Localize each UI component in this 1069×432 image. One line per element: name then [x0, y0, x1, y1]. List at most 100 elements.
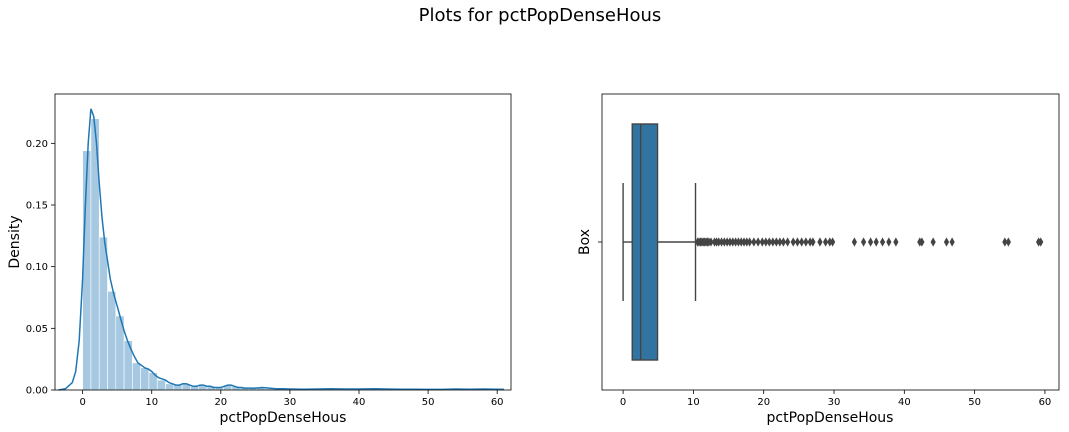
outlier-point [886, 237, 892, 247]
boxplot-y-axis-label: Box [577, 229, 593, 255]
outlier-point [744, 237, 750, 247]
outlier-point [741, 237, 747, 247]
histogram-x-tick: 10 [145, 390, 158, 408]
histogram-y-tick: 0.20 [26, 139, 55, 150]
histogram-y-tick: 0.05 [26, 324, 55, 335]
boxplot-x-tick: 0 [620, 390, 626, 408]
outlier-point [827, 237, 833, 247]
kde-line [58, 108, 505, 391]
outlier-point [799, 237, 805, 247]
boxplot-outliers [695, 237, 1044, 247]
outlier-point [738, 237, 744, 247]
outlier-point [747, 237, 753, 247]
outlier-point [718, 237, 725, 247]
boxplot-x-tick-label: 10 [687, 397, 700, 408]
histogram-y-axis-label: Density [7, 215, 23, 268]
boxplot-x-tick-label: 30 [828, 397, 841, 408]
outlier-point [780, 237, 786, 247]
outlier-point [803, 237, 809, 247]
boxplot-x-tick: 10 [687, 390, 700, 408]
histogram-bar [98, 236, 108, 391]
outlier-point [873, 237, 879, 247]
histogram-x-tick: 40 [353, 390, 366, 408]
histogram-x-tick: 50 [422, 390, 435, 408]
outlier-point [822, 237, 829, 247]
outlier-point [830, 237, 836, 247]
histogram-y-tick-label: 0.20 [26, 139, 48, 150]
outlier-point [879, 237, 886, 247]
histogram-bar [140, 367, 150, 391]
outlier-point [708, 237, 714, 247]
outlier-point [785, 237, 791, 247]
histogram-x-tick-label: 50 [422, 397, 435, 408]
boxplot-panel: 0 10 20 30 40 50 60 pctPopDenseHous Box [577, 93, 1060, 426]
histogram-x-tick: 60 [491, 390, 504, 408]
histogram-y-ticks: 0.00 0.05 0.10 0.15 0.20 [26, 139, 55, 397]
histogram-x-tick-label: 20 [214, 397, 227, 408]
outlier-point [943, 237, 950, 247]
histogram-x-tick-label: 60 [491, 397, 504, 408]
histogram-x-axis-label: pctPopDenseHous [220, 410, 347, 426]
boxplot-x-axis-label: pctPopDenseHous [767, 410, 894, 426]
outlier-point [759, 237, 765, 247]
outlier-point [817, 237, 823, 247]
histogram-x-ticks: 0 10 20 30 40 50 60 [79, 390, 504, 408]
outlier-point [930, 237, 936, 247]
histogram-y-tick-label: 0.05 [26, 324, 48, 335]
histogram-x-tick: 30 [284, 390, 297, 408]
outlier-point [893, 237, 899, 247]
histogram-y-tick-label: 0.15 [26, 201, 48, 212]
outlier-point [766, 237, 772, 247]
boxplot-x-tick: 20 [757, 390, 770, 408]
outlier-point [727, 237, 733, 247]
boxplot-elements [622, 123, 697, 361]
outlier-point [1005, 237, 1011, 247]
boxplot-x-ticks: 0 10 20 30 40 50 60 [620, 390, 1051, 408]
histogram-panel: 0 10 20 30 40 50 60 0.00 0.05 0.10 0.15 0.20 pctPo… [7, 93, 512, 426]
outlier-point [724, 237, 730, 247]
boxplot-x-tick-label: 20 [757, 397, 770, 408]
outlier-point [773, 237, 779, 247]
histogram-bar [156, 379, 166, 391]
outlier-point [751, 237, 757, 247]
boxplot-x-tick: 60 [1039, 390, 1051, 408]
outlier-point [851, 237, 858, 247]
histogram-axes-frame [54, 93, 512, 391]
outlier-point [794, 237, 801, 247]
histogram-bar [132, 362, 141, 391]
histogram-x-tick-label: 10 [145, 397, 158, 408]
histogram-y-tick-label: 0.00 [26, 386, 48, 397]
outlier-point [755, 237, 761, 247]
outlier-point [1038, 237, 1044, 247]
histogram-x-tick-label: 40 [353, 397, 366, 408]
outlier-point [777, 237, 783, 247]
boxplot-x-tick-label: 0 [620, 397, 626, 408]
outlier-point [770, 237, 776, 247]
outlier-point [949, 237, 955, 247]
histogram-y-tick: 0.00 [26, 386, 55, 397]
boxplot-x-tick-label: 40 [898, 397, 911, 408]
histogram-x-tick-label: 0 [79, 397, 85, 408]
histogram-x-tick: 0 [79, 390, 86, 408]
histogram-x-tick-label: 30 [284, 397, 297, 408]
outlier-point [810, 237, 816, 247]
boxplot-x-tick: 40 [898, 390, 911, 408]
outlier-point [860, 237, 867, 247]
histogram-bars [82, 118, 498, 391]
outlier-point [919, 237, 925, 247]
outlier-point [1002, 237, 1008, 247]
histogram-bar [165, 383, 175, 391]
boxplot-x-tick: 50 [968, 390, 981, 408]
boxplot-x-tick: 30 [828, 390, 841, 408]
outlier-point [790, 237, 796, 247]
outlier-point [732, 237, 739, 247]
interquartile-box [631, 123, 659, 361]
boxplot-x-tick-label: 50 [968, 397, 981, 408]
outlier-point [730, 237, 736, 247]
outlier-point [807, 237, 813, 247]
outlier-point [716, 237, 722, 247]
outlier-point [721, 237, 727, 247]
outlier-point [735, 237, 741, 247]
histogram-y-tick-label: 0.10 [26, 262, 48, 273]
